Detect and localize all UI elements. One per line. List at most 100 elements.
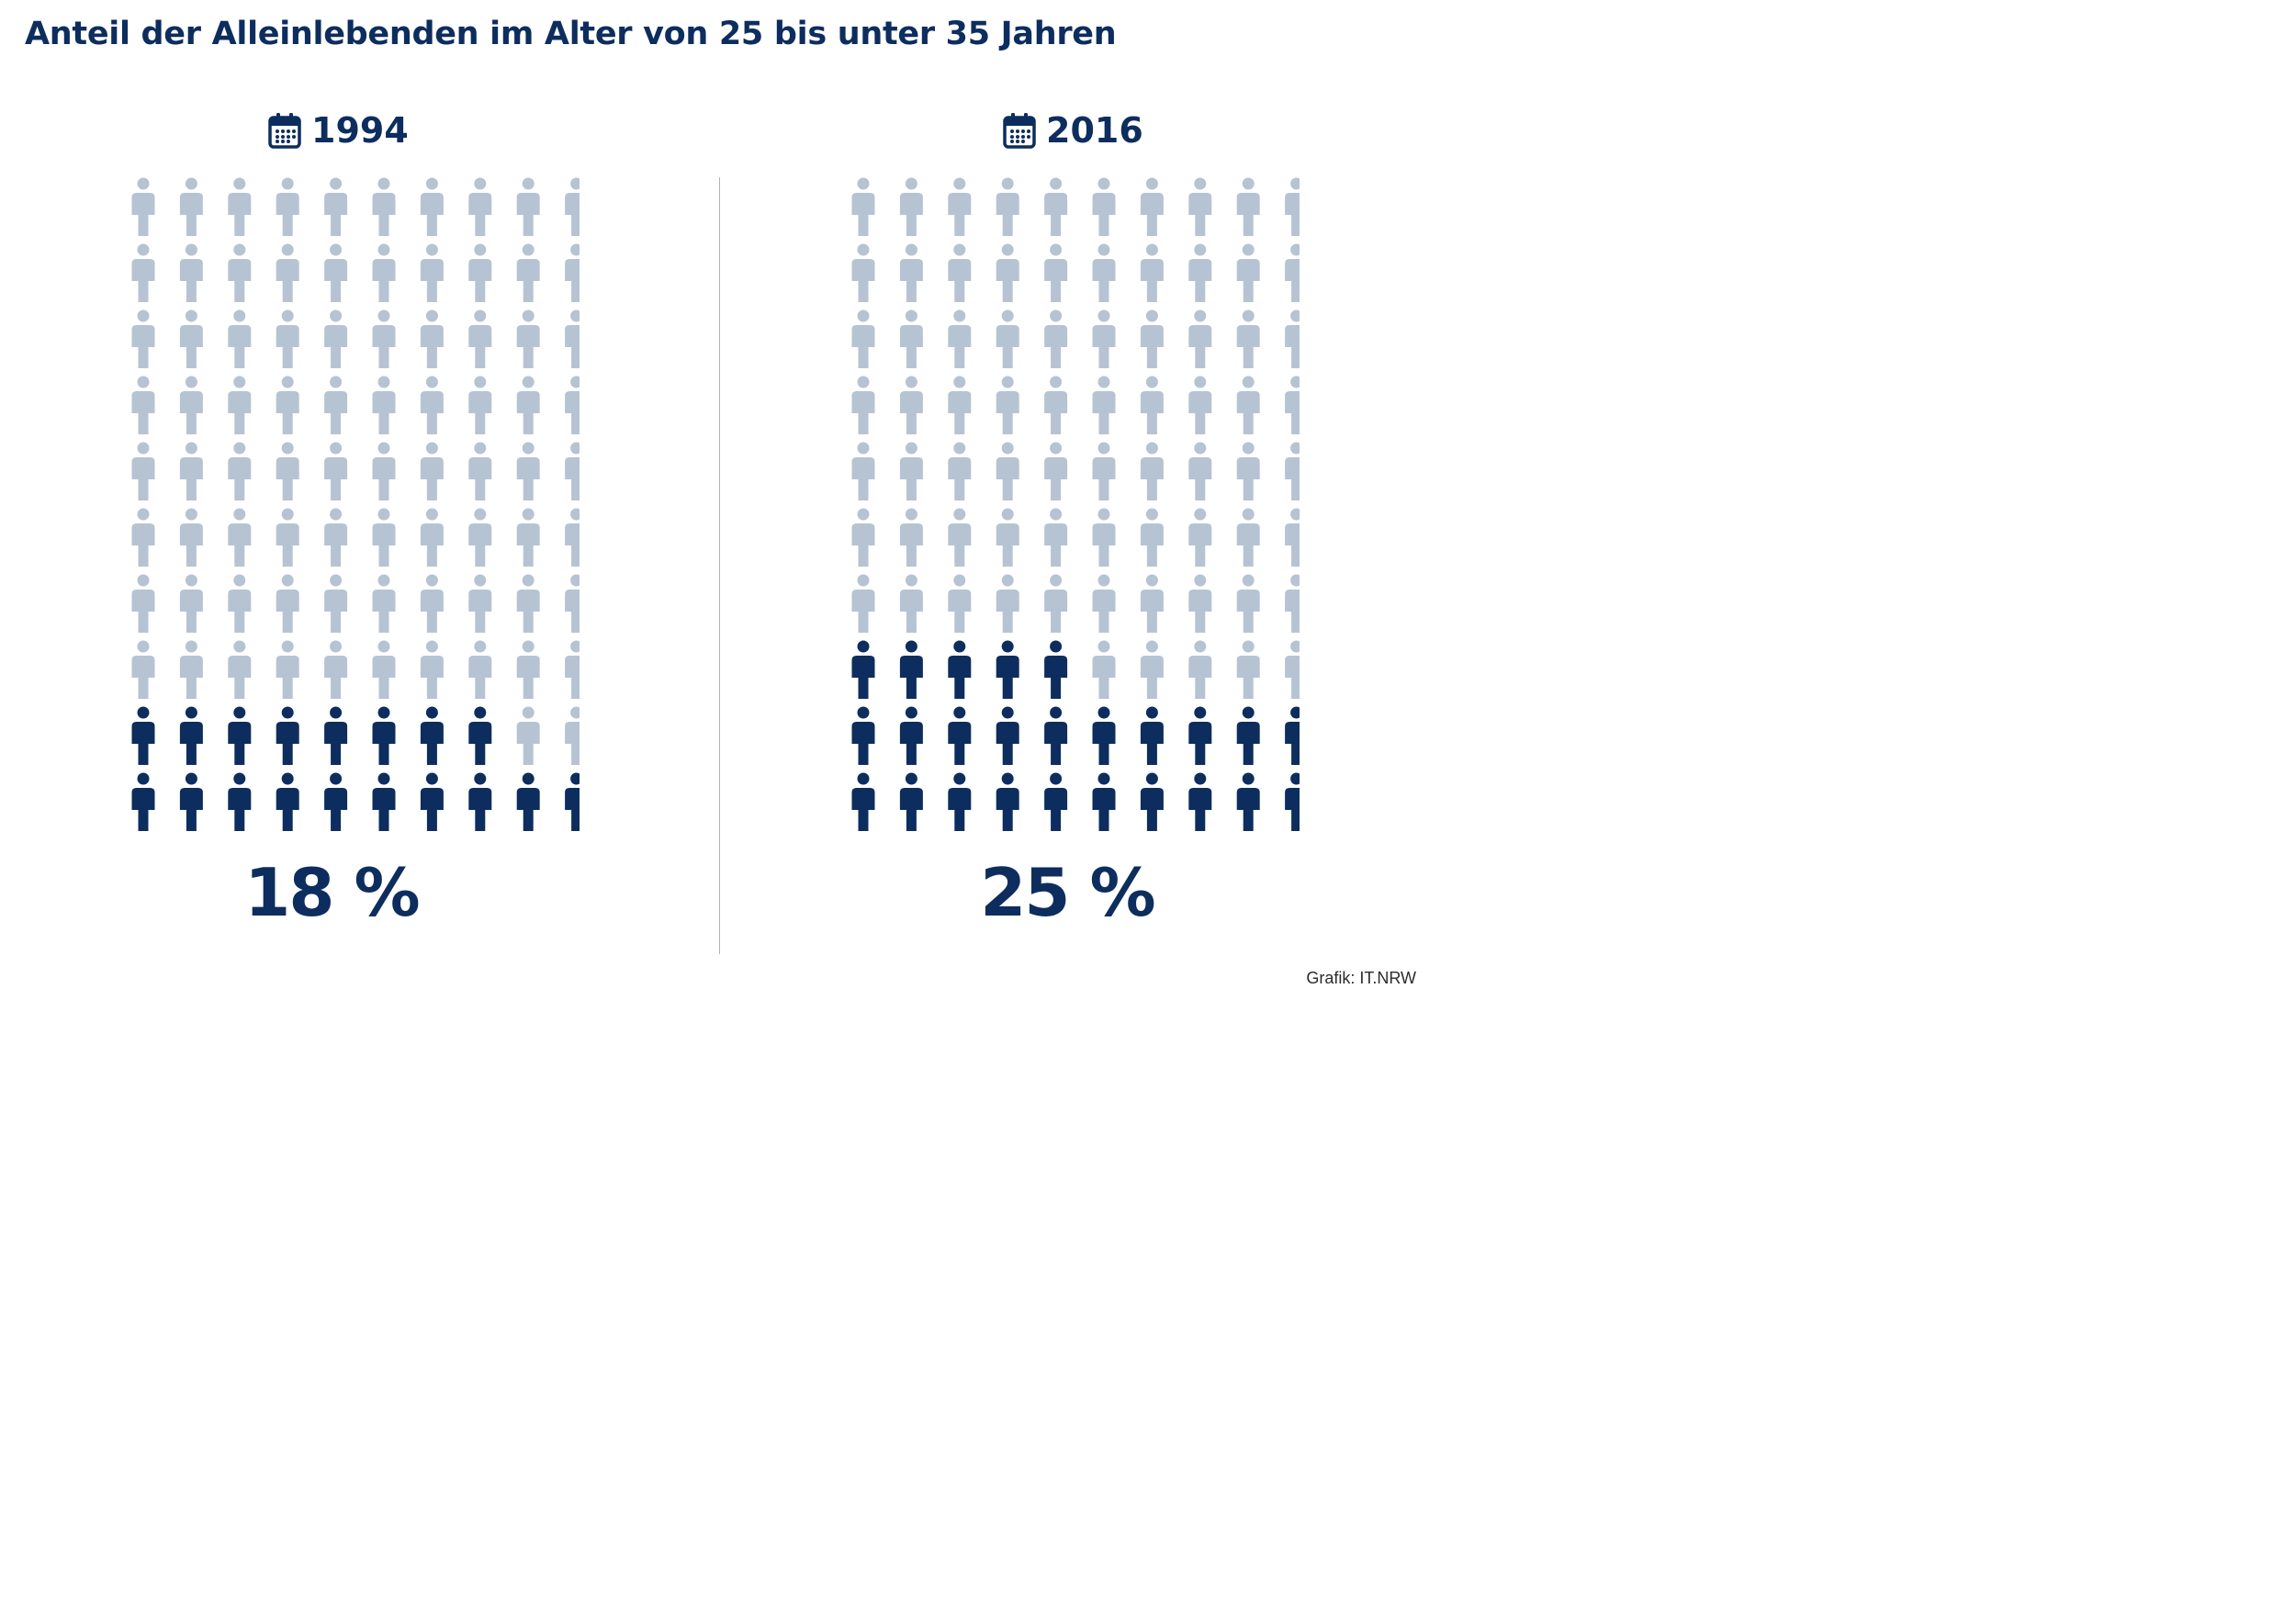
- person-icon: [276, 309, 299, 368]
- person-icon: [1188, 640, 1212, 699]
- person-icon: [179, 243, 203, 302]
- person-icon: [1236, 772, 1260, 831]
- person-icon: [996, 706, 1019, 765]
- person-icon: [516, 640, 540, 699]
- person-icon: [179, 574, 203, 633]
- person-icon: [372, 442, 396, 500]
- person-icon: [1044, 309, 1068, 368]
- person-icon: [179, 706, 203, 765]
- person-icon: [468, 574, 492, 633]
- person-icon: [899, 508, 923, 567]
- person-icon: [1236, 640, 1260, 699]
- person-icon: [324, 706, 348, 765]
- person-icon: [179, 376, 203, 434]
- person-icon: [372, 243, 396, 302]
- person-icon: [1140, 442, 1164, 500]
- person-icon: [1188, 706, 1212, 765]
- person-icon: [996, 243, 1019, 302]
- person-icon: [899, 442, 923, 500]
- person-icon: [131, 309, 155, 368]
- person-icon: [324, 508, 348, 567]
- person-icon: [1236, 243, 1260, 302]
- person-icon: [420, 706, 444, 765]
- person-icon: [1236, 706, 1260, 765]
- person-icon: [565, 772, 580, 831]
- person-icon: [324, 309, 348, 368]
- person-icon: [420, 309, 444, 368]
- person-icon: [996, 309, 1019, 368]
- person-icon: [1285, 772, 1300, 831]
- person-icon: [565, 442, 580, 500]
- person-icon: [372, 574, 396, 633]
- person-icon: [1285, 508, 1300, 567]
- person-icon: [276, 243, 299, 302]
- person-icon: [948, 574, 972, 633]
- person-icon: [1188, 177, 1212, 236]
- person-icon: [276, 442, 299, 500]
- person-icon: [948, 442, 972, 500]
- person-icon: [276, 574, 299, 633]
- person-icon: [996, 574, 1019, 633]
- person-icon: [420, 640, 444, 699]
- pictogram-grid-2016: [851, 177, 1300, 831]
- person-icon: [228, 772, 252, 831]
- person-icon: [996, 508, 1019, 567]
- person-icon: [372, 309, 396, 368]
- person-icon: [516, 309, 540, 368]
- person-icon: [565, 574, 580, 633]
- person-icon: [1285, 243, 1300, 302]
- person-icon: [131, 442, 155, 500]
- person-icon: [1140, 309, 1164, 368]
- person-icon: [1044, 376, 1068, 434]
- person-icon: [324, 243, 348, 302]
- person-icon: [372, 706, 396, 765]
- person-icon: [851, 177, 875, 236]
- person-icon: [948, 309, 972, 368]
- person-icon: [1140, 376, 1164, 434]
- person-icon: [948, 243, 972, 302]
- person-icon: [1092, 243, 1116, 302]
- person-icon: [899, 574, 923, 633]
- person-icon: [565, 508, 580, 567]
- person-icon: [228, 243, 252, 302]
- person-icon: [1092, 309, 1116, 368]
- person-icon: [1285, 574, 1300, 633]
- person-icon: [948, 706, 972, 765]
- pictogram-grid-1994: [131, 177, 580, 831]
- person-icon: [565, 177, 580, 236]
- person-icon: [276, 772, 299, 831]
- person-icon: [516, 376, 540, 434]
- person-icon: [468, 309, 492, 368]
- person-icon: [1092, 574, 1116, 633]
- person-icon: [899, 243, 923, 302]
- person-icon: [948, 640, 972, 699]
- person-icon: [179, 508, 203, 567]
- person-icon: [1140, 243, 1164, 302]
- person-icon: [131, 574, 155, 633]
- person-icon: [1140, 772, 1164, 831]
- person-icon: [1188, 772, 1212, 831]
- person-icon: [1188, 376, 1212, 434]
- person-icon: [1044, 243, 1068, 302]
- person-icon: [1188, 442, 1212, 500]
- person-icon: [1285, 706, 1300, 765]
- person-icon: [1044, 442, 1068, 500]
- person-icon: [1140, 508, 1164, 567]
- person-icon: [565, 376, 580, 434]
- year-text: 2016: [1046, 110, 1143, 151]
- year-text: 1994: [311, 110, 409, 151]
- person-icon: [1285, 442, 1300, 500]
- person-icon: [851, 772, 875, 831]
- person-icon: [516, 772, 540, 831]
- person-icon: [996, 772, 1019, 831]
- person-icon: [1236, 442, 1260, 500]
- person-icon: [899, 772, 923, 831]
- person-icon: [1285, 177, 1300, 236]
- person-icon: [1092, 772, 1116, 831]
- person-icon: [468, 442, 492, 500]
- person-icon: [228, 706, 252, 765]
- person-icon: [131, 640, 155, 699]
- calendar-icon: [268, 113, 301, 149]
- person-icon: [948, 177, 972, 236]
- person-icon: [1092, 706, 1116, 765]
